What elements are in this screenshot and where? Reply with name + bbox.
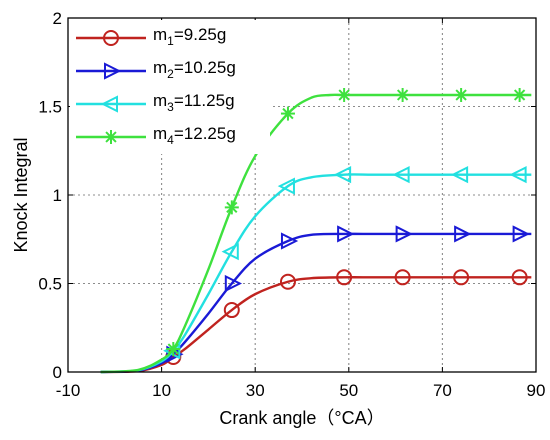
legend-label: m4=12.25g [153, 124, 236, 147]
y-tick-label: 0.5 [38, 275, 62, 294]
triangle-right-marker-shape [395, 225, 413, 243]
star-marker-stroke [455, 89, 467, 101]
x-tick-label: 70 [433, 381, 452, 400]
data-point [224, 200, 239, 215]
star-marker-stroke [513, 89, 526, 101]
data-point [450, 166, 469, 184]
series-layer [100, 87, 532, 374]
y-tick-label: 2 [53, 9, 62, 28]
legend-item-4: m4=12.25g [76, 124, 236, 147]
circle-marker-shape [103, 30, 119, 46]
series-3 [100, 166, 532, 374]
triangle-right-marker-shape [280, 232, 299, 250]
y-tick-label: 1 [53, 186, 62, 205]
x-tick-label: 90 [527, 381, 546, 400]
legend: m1=9.25g m2=10.25g m3=11.25g m4=12.25g [70, 20, 270, 154]
grid-lines [68, 18, 536, 372]
triangle-left-marker-shape [450, 166, 469, 184]
data-point [392, 166, 410, 184]
y-axis-title: Knock Integral [11, 137, 31, 252]
triangle-right-marker-shape [224, 274, 243, 293]
series-4 [100, 87, 532, 374]
y-tick-label: 1.5 [38, 98, 62, 117]
legend-item-3: m3=11.25g [76, 91, 235, 114]
data-point [277, 177, 295, 195]
circle-marker-shape [336, 269, 353, 286]
x-tick-label: 10 [152, 381, 171, 400]
legend-swatch-marker [103, 30, 119, 46]
circle-marker-shape [511, 269, 528, 286]
legend-swatch-marker [104, 130, 118, 144]
data-point [512, 87, 527, 102]
x-axis-title: Crank angle（°CA） [219, 408, 384, 428]
data-point [280, 106, 295, 121]
triangle-left-marker-shape [221, 243, 239, 261]
star-marker-stroke [105, 131, 117, 143]
data-point [395, 225, 413, 243]
data-point [511, 269, 528, 286]
star-marker-stroke [282, 107, 294, 120]
legend-box [70, 20, 270, 154]
legend-item-2: m2=10.25g [76, 58, 236, 81]
data-point [454, 225, 472, 243]
y-tick-label: 0 [53, 363, 62, 382]
star-marker-stroke [396, 89, 409, 101]
legend-swatch-marker [100, 95, 118, 113]
triangle-left-marker-shape [392, 166, 410, 184]
star-marker-stroke [338, 89, 350, 101]
circle-marker-shape [394, 269, 411, 286]
axis-ticks: -10 10 30 50 70 90 0 0.5 1 1.5 2 [38, 9, 545, 400]
legend-label: m3=11.25g [153, 91, 235, 114]
data-point [221, 243, 239, 261]
series-line [100, 276, 532, 374]
circle-marker-shape [453, 269, 470, 286]
data-point [394, 269, 411, 286]
data-point [509, 166, 527, 184]
data-point [336, 269, 353, 286]
triangle-left-marker-shape [333, 166, 352, 184]
circle-marker-shape [223, 302, 240, 319]
triangle-right-marker-shape [337, 225, 355, 243]
data-point [512, 225, 530, 243]
legend-item-1: m1=9.25g [76, 25, 226, 48]
data-point [453, 269, 470, 286]
data-point [280, 232, 299, 250]
x-tick-label: 30 [246, 381, 265, 400]
data-point [333, 166, 352, 184]
legend-swatch-marker [104, 62, 122, 80]
triangle-left-marker-shape [100, 95, 118, 113]
star-marker-stroke [167, 343, 179, 355]
legend-label: m1=9.25g [153, 25, 226, 48]
triangle-left-marker-shape [277, 177, 295, 195]
triangle-left-marker-shape [509, 166, 527, 184]
triangle-right-marker-shape [512, 225, 530, 243]
x-tick-label: 50 [339, 381, 358, 400]
data-point [279, 273, 296, 290]
data-point [395, 87, 410, 102]
data-point [166, 341, 181, 356]
legend-label: m2=10.25g [153, 58, 236, 81]
x-tick-label: -10 [56, 381, 81, 400]
star-marker-stroke [226, 201, 238, 214]
data-point [337, 87, 352, 102]
data-point [224, 274, 243, 293]
data-point [223, 302, 240, 319]
circle-marker-shape [279, 273, 296, 290]
data-point [337, 225, 355, 243]
data-point [454, 87, 469, 102]
triangle-right-marker-shape [454, 225, 472, 243]
triangle-right-marker-shape [104, 62, 122, 80]
